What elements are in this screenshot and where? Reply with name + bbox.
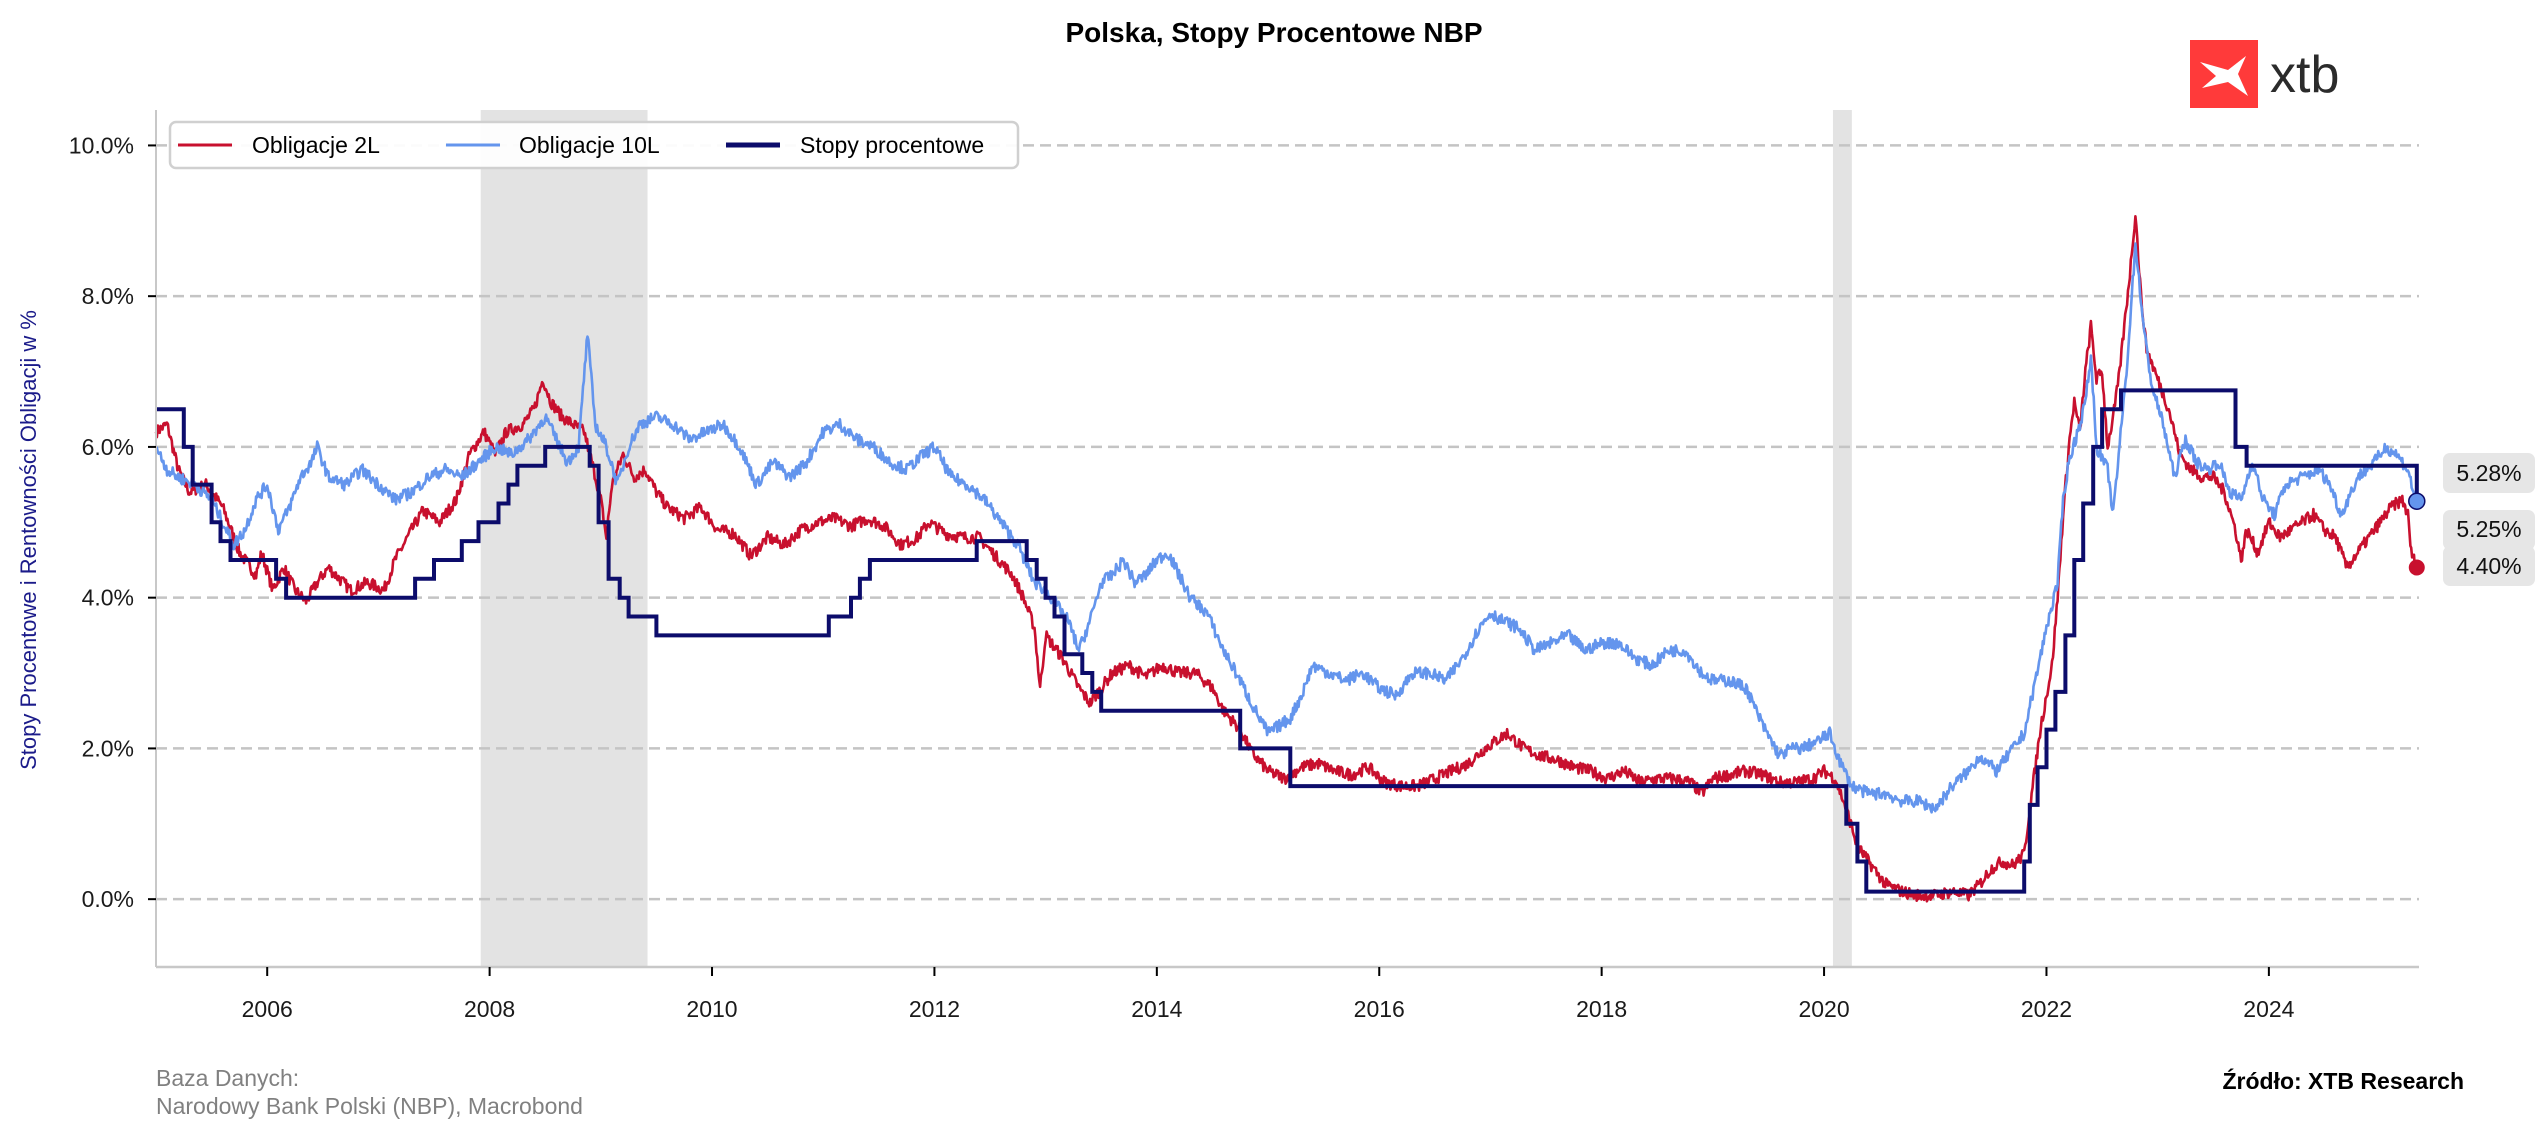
y-axis-ticks: 0.0% 2.0% 4.0% 6.0% 8.0% 10.0%	[69, 132, 156, 912]
value-label-bg	[2443, 453, 2535, 493]
x-tick-label: 2006	[242, 996, 293, 1022]
series-policy-rate-line	[156, 388, 2419, 894]
recession-shading	[480, 110, 1852, 967]
legend-label: Stopy procentowe	[800, 132, 984, 158]
x-tick-label: 2012	[909, 996, 960, 1022]
x-tick-label: 2018	[1576, 996, 1627, 1022]
endpoint-2y-marker	[2408, 559, 2425, 576]
x-tick-label: 2022	[2021, 996, 2072, 1022]
recession-band	[480, 110, 648, 967]
database-title: Baza Danych:	[156, 1065, 299, 1091]
value-label-bg	[2443, 510, 2535, 550]
chart-title: Polska, Stopy Procentowe NBP	[1066, 17, 1483, 48]
y-tick-label: 6.0%	[82, 434, 134, 460]
value-label-bg	[2443, 546, 2535, 586]
value-label-policy-rate: 5.25%	[2443, 510, 2535, 550]
xtb-logo-text: xtb	[2270, 46, 2339, 104]
value-label-2y: 4.40%	[2443, 546, 2535, 586]
value-label-text: 4.40%	[2456, 553, 2521, 579]
series-2y-yield-line	[154, 215, 2419, 903]
xtb-x-icon	[2200, 56, 2248, 96]
y-tick-label: 2.0%	[82, 735, 134, 761]
series-10y-yield-line	[155, 242, 2419, 814]
endpoint-10y-marker	[2408, 492, 2426, 510]
series-lines	[154, 215, 2419, 903]
y-tick-label: 0.0%	[82, 886, 134, 912]
x-tick-label: 2010	[686, 996, 737, 1022]
value-label-text: 5.28%	[2456, 460, 2521, 486]
xtb-logo: xtb	[2190, 40, 2339, 108]
x-axis-ticks: 2006 2008 2010 2012 2014 2016 2018 2020 2022 2024	[242, 967, 2295, 1022]
legend-label: Obligacje 2L	[252, 132, 380, 158]
value-labels: 5.28% 5.25% 4.40%	[2443, 453, 2535, 586]
source-credit: Źródło: XTB Research	[2222, 1067, 2464, 1094]
x-tick-label: 2016	[1354, 996, 1405, 1022]
recession-band	[1832, 110, 1852, 967]
y-tick-label: 8.0%	[82, 283, 134, 309]
x-tick-label: 2024	[2243, 996, 2294, 1022]
legend-box	[168, 120, 1020, 170]
y-tick-label: 4.0%	[82, 585, 134, 611]
legend-item-10y[interactable]: Obligacje 10L	[446, 132, 660, 158]
legend-item-2y[interactable]: Obligacje 2L	[178, 132, 380, 158]
database-sources: Narodowy Bank Polski (NBP), Macrobond	[156, 1093, 583, 1119]
x-tick-label: 2008	[464, 996, 515, 1022]
x-tick-label: 2014	[1131, 996, 1182, 1022]
y-axis-label: Stopy Procentowe i Rentowności Obligacji…	[16, 310, 41, 770]
legend: Obligacje 2L Obligacje 10L Stopy procent…	[168, 120, 1020, 170]
value-label-text: 5.25%	[2456, 516, 2521, 542]
legend-item-policy-rate[interactable]: Stopy procentowe	[726, 132, 984, 158]
y-tick-label: 10.0%	[69, 132, 134, 158]
value-label-10y: 5.28%	[2443, 453, 2535, 493]
series-endpoints	[2408, 492, 2426, 576]
legend-label: Obligacje 10L	[519, 132, 660, 158]
x-tick-label: 2020	[1798, 996, 1849, 1022]
